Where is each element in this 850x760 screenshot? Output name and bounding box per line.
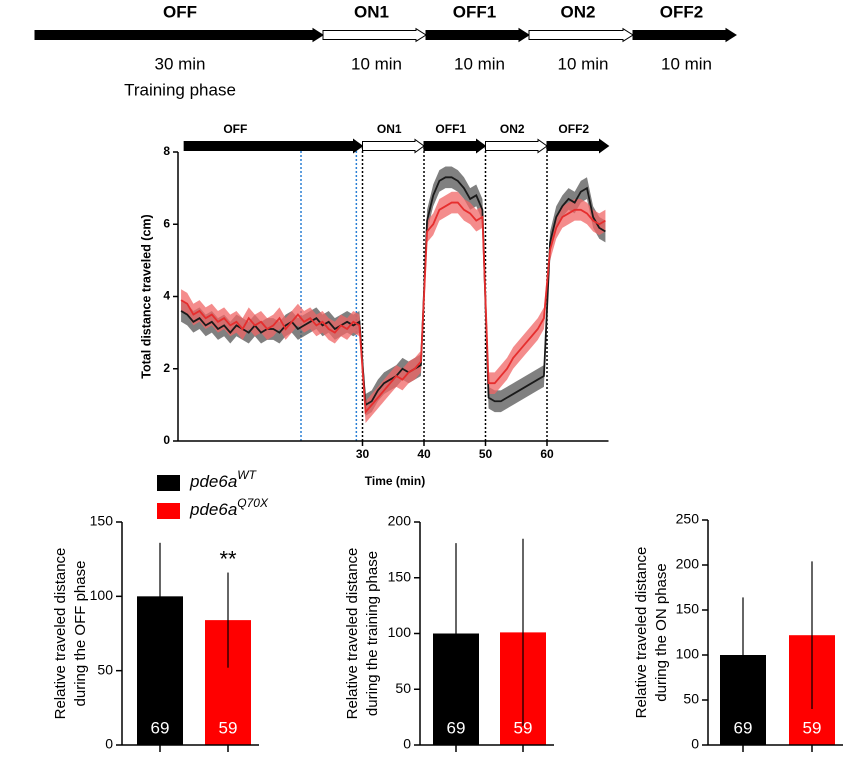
x-tick-label: 50	[479, 447, 493, 461]
phase-label: OFF1	[453, 2, 496, 21]
y-tick-label: 6	[163, 216, 170, 230]
y-axis-label-line: during the OFF phase	[72, 561, 89, 707]
legend-label: pde6aQ70X	[189, 496, 269, 519]
y-tick-label: 250	[676, 511, 700, 527]
y-axis-label-line: Relative traveled distance	[344, 548, 361, 720]
y-tick-label: 100	[676, 646, 700, 662]
x-tick-label: 60	[540, 447, 554, 461]
phase-label: ON2	[500, 122, 525, 136]
y-axis-label: Relative traveled distance during the OFF…	[52, 548, 89, 720]
phase-duration: 10 min	[557, 54, 608, 73]
phase-label: OFF	[163, 2, 197, 21]
count-label: 69	[734, 718, 753, 737]
y-axis-label: Relative traveled distance during the ON …	[633, 547, 670, 719]
legend-sup: Q70X	[237, 496, 269, 510]
significance: **	[219, 546, 237, 571]
y-axis-label-line: Relative traveled distance	[633, 547, 650, 719]
timeline-arrow	[322, 27, 427, 43]
y-tick-label: 100	[90, 587, 114, 603]
y-tick-label: 200	[388, 513, 412, 529]
y-tick-label: 0	[403, 736, 411, 752]
y-tick-label: 0	[691, 736, 699, 752]
phase-duration: 10 min	[454, 54, 505, 73]
y-tick-label: 50	[683, 691, 699, 707]
x-tick-label: 40	[417, 447, 431, 461]
count-label: 59	[514, 718, 533, 737]
y-tick-label: 0	[105, 736, 113, 752]
line-series	[180, 201, 606, 415]
line-series	[180, 176, 606, 407]
phase-label: ON1	[377, 122, 402, 136]
y-axis-label: Total distance traveled (cm)	[139, 214, 153, 378]
phase-label: OFF2	[558, 122, 589, 136]
y-tick-label: 4	[163, 289, 170, 303]
y-tick-label: 150	[676, 601, 700, 617]
y-tick-label: 0	[163, 433, 170, 447]
y-axis-label: Relative traveled distance during the tra…	[344, 548, 381, 720]
y-tick-label: 8	[163, 144, 170, 158]
error-band	[181, 191, 606, 423]
count-label: 69	[151, 718, 170, 737]
legend-swatch	[157, 475, 180, 491]
timeline-arrow	[34, 27, 324, 43]
y-axis-label-line: during the ON phase	[653, 563, 670, 701]
count-label: 69	[447, 718, 466, 737]
y-tick-label: 50	[97, 661, 113, 677]
phase-label: ON1	[354, 2, 389, 21]
phase-label: OFF	[223, 122, 247, 136]
y-tick-label: 2	[163, 361, 170, 375]
y-axis-label-line: during the training phase	[364, 551, 381, 716]
phase-arrow	[546, 138, 610, 154]
phase-duration: 10 min	[661, 54, 712, 73]
phase-duration: 30 min	[154, 54, 205, 73]
x-tick-label: 30	[356, 447, 370, 461]
y-tick-label: 100	[388, 624, 412, 640]
legend-name: pde6a	[189, 500, 237, 519]
legend-name: pde6a	[189, 472, 237, 491]
legend-sup: WT	[237, 468, 257, 482]
timeline-arrow	[425, 27, 530, 43]
count-label: 59	[803, 718, 822, 737]
y-tick-label: 50	[395, 680, 411, 696]
phase-label: OFF2	[660, 2, 703, 21]
count-label: 59	[219, 718, 238, 737]
y-tick-label: 200	[676, 556, 700, 572]
x-axis-label: Time (min)	[365, 474, 425, 488]
y-tick-label: 150	[388, 568, 412, 584]
phase-arrow	[423, 138, 487, 154]
legend-label: pde6aWT	[189, 468, 258, 491]
phase-label: OFF1	[435, 122, 466, 136]
phase-arrow	[485, 138, 548, 154]
y-tick-label: 150	[90, 513, 114, 529]
timeline-arrow	[632, 27, 737, 43]
phase-duration: 10 min	[351, 54, 402, 73]
phase-note: Training phase	[124, 80, 236, 99]
timeline-arrow	[528, 27, 634, 43]
phase-arrow	[183, 138, 364, 154]
phase-label: ON2	[561, 2, 596, 21]
legend-swatch	[157, 503, 180, 519]
phase-arrow	[362, 138, 425, 154]
y-axis-label-line: Relative traveled distance	[52, 548, 69, 720]
